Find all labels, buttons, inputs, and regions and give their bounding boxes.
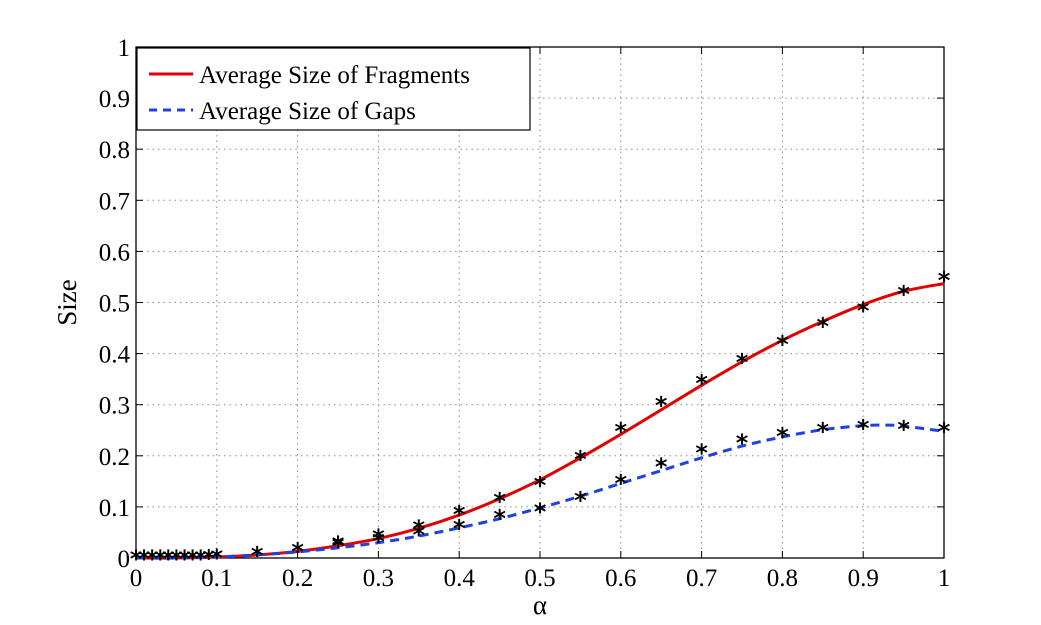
y-tick-label: 0 (118, 546, 131, 573)
simulation-marker: * (170, 545, 183, 573)
y-tick-label: 0.2 (99, 444, 130, 471)
simulation-marker: * (211, 544, 224, 572)
y-tick-label: 0.5 (99, 291, 130, 318)
simulation-marker: * (186, 545, 199, 573)
y-tick-label: 1 (118, 35, 131, 62)
series-lines (135, 282, 945, 560)
y-tick-label: 0.8 (99, 137, 130, 164)
simulation-marker: * (655, 392, 668, 420)
x-tick-labels: 0 0.1 0.2 0.3 0.4 0.5 0.6 0.7 0.8 0.9 1 (130, 565, 951, 592)
x-tick-label: 0.9 (848, 565, 879, 592)
simulation-marker: * (130, 545, 143, 573)
simulation-marker: * (938, 267, 951, 295)
simulation-marker: * (251, 541, 264, 569)
y-tick-label: 0.3 (99, 393, 130, 420)
x-tick-label: 0.3 (363, 565, 394, 592)
simulation-marker: * (493, 505, 506, 533)
simulation-marker: * (574, 445, 587, 473)
y-tick-label: 0.4 (99, 342, 131, 369)
simulation-marker: * (534, 498, 547, 526)
simulation-markers: *********** * * * * ** *********** ** * * * * * *** * *… (130, 267, 951, 573)
simulation-marker: * (938, 417, 951, 445)
simulation-marker: * (413, 515, 426, 543)
x-tick-label: 0.5 (524, 565, 555, 592)
simulation-marker: * (162, 545, 175, 573)
simulation-marker: * (736, 348, 749, 376)
y-tick-labels: 0 0.1 0.2 0.3 0.4 0.5 0.6 0.7 0.8 0.9 1 (99, 35, 131, 573)
legend: Average Size of Fragments Average Size o… (136, 47, 531, 131)
simulation-marker: * (291, 537, 304, 565)
simulation-marker: * (372, 528, 385, 556)
simulation-marker: * (736, 429, 749, 457)
legend-label-fragments: Average Size of Fragments (199, 62, 470, 89)
simulation-marker: * (194, 545, 207, 573)
simulation-marker: * (332, 533, 345, 561)
x-axis-label: α (533, 590, 547, 620)
simulation-marker: * (146, 545, 159, 573)
legend-box (136, 47, 531, 131)
gaps-series-line (135, 423, 945, 560)
y-tick-label: 0.6 (99, 239, 130, 266)
fragments-series-line (135, 282, 945, 560)
simulation-marker: * (857, 415, 870, 443)
legend-label-gaps: Average Size of Gaps (199, 98, 416, 125)
simulation-marker: * (695, 370, 708, 398)
y-axis-label: Size (52, 279, 82, 326)
simulation-marker: * (817, 417, 830, 445)
simulation-marker: * (534, 471, 547, 499)
simulation-marker: * (413, 521, 426, 549)
simulation-marker: * (154, 545, 167, 573)
simulation-marker: * (615, 417, 628, 445)
simulation-marker: * (372, 524, 385, 552)
x-tick-label: 0.7 (686, 565, 717, 592)
simulation-marker: * (695, 439, 708, 467)
simulation-marker: * (453, 501, 466, 529)
x-tick-label: 0 (130, 565, 143, 592)
y-tick-label: 0.7 (99, 188, 130, 215)
simulation-marker: * (178, 545, 191, 573)
x-tick-label: 1 (938, 565, 951, 592)
simulation-marker: * (817, 312, 830, 340)
simulation-marker: * (574, 487, 587, 515)
simulation-marker: * (776, 422, 789, 450)
simulation-marker: * (138, 545, 151, 573)
x-tick-label: 0.6 (605, 565, 636, 592)
x-tick-label: 0.8 (767, 565, 798, 592)
simulation-marker: * (897, 416, 910, 444)
simulation-marker: * (332, 531, 345, 559)
simulation-marker: * (655, 453, 668, 481)
x-tick-label: 0.2 (282, 565, 313, 592)
simulation-marker: * (897, 280, 910, 308)
y-tick-label: 0.1 (99, 495, 130, 522)
simulation-marker: * (615, 469, 628, 497)
x-tick-label: 0.4 (444, 565, 476, 592)
simulation-marker: * (776, 330, 789, 358)
simulation-marker: * (857, 297, 870, 325)
x-tick-label: 0.1 (201, 565, 232, 592)
simulation-marker: * (453, 514, 466, 542)
simulation-marker: * (202, 544, 215, 572)
simulation-marker: * (493, 487, 506, 515)
y-tick-label: 0.9 (99, 86, 130, 113)
